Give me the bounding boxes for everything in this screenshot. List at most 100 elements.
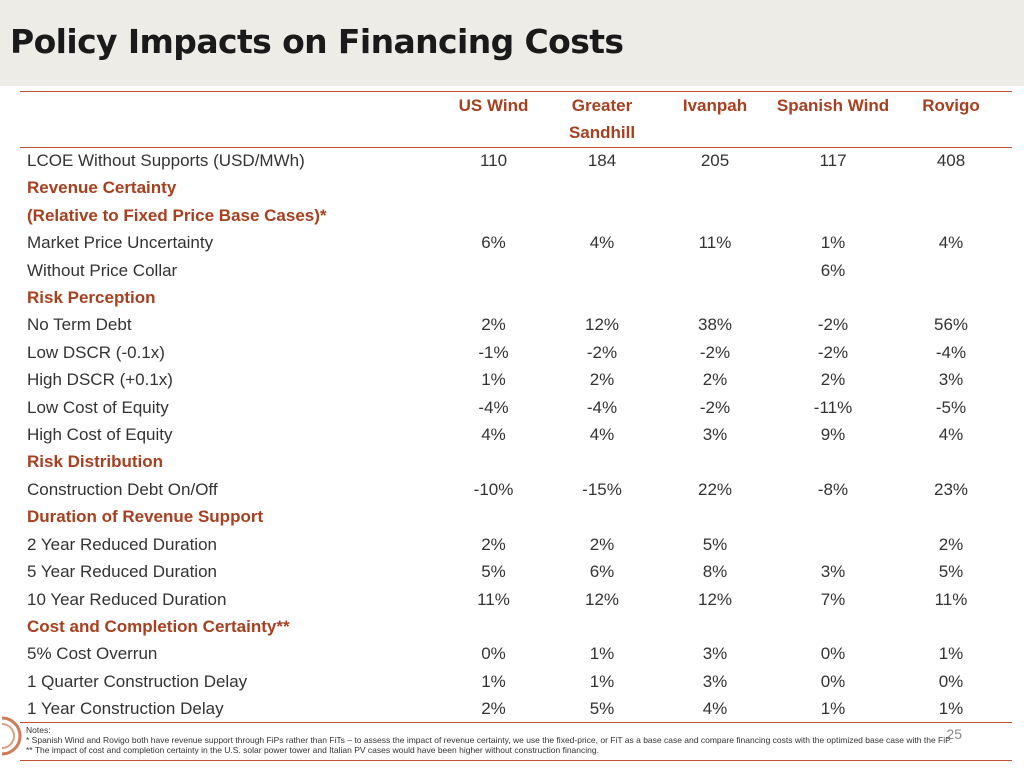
table-cell: 6% xyxy=(820,260,846,280)
table-row: Without Price Collar 6% xyxy=(20,257,1012,284)
table-cell xyxy=(654,448,776,475)
table-cell: 2% xyxy=(938,534,964,554)
table-cell: 7% xyxy=(820,589,846,609)
table-cell: -8% xyxy=(817,479,849,499)
row-label: (Relative to Fixed Price Base Cases)* xyxy=(27,205,327,225)
row-label: 10 Year Reduced Duration xyxy=(27,589,227,609)
table-cell: -1% xyxy=(478,342,509,362)
table-row: Construction Debt On/Off -10% -15% 22% -8% 23… xyxy=(20,476,1012,503)
row-label: 2 Year Reduced Duration xyxy=(27,534,217,554)
table-row: Market Price Uncertainty 6% 4% 11% 1% 4% xyxy=(20,229,1012,256)
table-cell: 3% xyxy=(702,644,728,664)
table-cell: 1% xyxy=(820,699,846,719)
logo-icon xyxy=(1,716,22,756)
table-body: LCOE Without Supports (USD/MWh) 110 184 205… xyxy=(20,147,1012,723)
table-cell: 2% xyxy=(481,315,506,335)
title-band xyxy=(0,0,1024,86)
table-cell: 5% xyxy=(938,562,964,582)
section-header-row: Revenue Certainty xyxy=(20,174,1012,201)
row-label: Cost and Completion Certainty** xyxy=(27,616,290,636)
table-cell: 2% xyxy=(589,534,615,554)
column-header: Ivanpah xyxy=(682,96,748,115)
table-row: 1 Quarter Construction Delay 1% 1% 3% 0% 0% xyxy=(20,668,1012,695)
table-cell: 117 xyxy=(819,151,847,170)
table-row: 10 Year Reduced Duration 11% 12% 12% 7% 11% xyxy=(20,586,1012,613)
table-cell: -5% xyxy=(935,397,967,417)
table-cell xyxy=(776,284,890,311)
note-line: ** The impact of cost and completion cer… xyxy=(26,745,599,755)
table-cell: 1% xyxy=(481,370,506,390)
footer-rule xyxy=(20,760,1012,761)
table-cell: 1% xyxy=(481,671,506,691)
table-cell xyxy=(550,613,654,640)
notes: Notes: * Spanish Wind and Rovigo both ha… xyxy=(26,725,976,755)
financing-costs-table: US Wind Greater Sandhill Ivanpah Spanish… xyxy=(20,92,1012,723)
table-cell: 1% xyxy=(589,671,615,691)
table-cell: 184 xyxy=(587,151,617,170)
table-cell xyxy=(550,202,654,229)
table-cell: 2% xyxy=(820,370,846,390)
row-label: 5% Cost Overrun xyxy=(27,644,158,664)
table-cell xyxy=(776,531,890,558)
table-row: Low Cost of Equity -4% -4% -2% -11% -5% xyxy=(20,394,1012,421)
table-cell xyxy=(654,613,776,640)
table-cell: 8% xyxy=(702,562,728,582)
table-cell: 4% xyxy=(589,425,615,445)
row-label: Low Cost of Equity xyxy=(27,397,169,417)
table-row: High DSCR (+0.1x) 1% 2% 2% 2% 3% xyxy=(20,366,1012,393)
table-cell: 3% xyxy=(820,562,846,582)
table-cell xyxy=(550,257,654,284)
table-cell: 12% xyxy=(697,589,733,609)
table-top-rule xyxy=(20,91,1012,92)
row-label: Construction Debt On/Off xyxy=(27,479,218,499)
table-cell xyxy=(890,174,1012,201)
row-label: Low DSCR (-0.1x) xyxy=(27,342,165,362)
table-cell: 4% xyxy=(702,699,728,719)
table-cell: 0% xyxy=(820,644,846,664)
table-cell: 2% xyxy=(702,370,728,390)
table-cell xyxy=(550,503,654,530)
row-label: High DSCR (+0.1x) xyxy=(27,370,173,390)
table-cell: 3% xyxy=(702,671,728,691)
table-cell: 5% xyxy=(481,562,506,582)
note-line: * Spanish Wind and Rovigo both have reve… xyxy=(26,735,953,745)
row-label: No Term Debt xyxy=(27,315,132,335)
table-cell: -11% xyxy=(813,397,853,417)
table-cell: 1% xyxy=(938,644,964,664)
table-row: 2 Year Reduced Duration 2% 2% 5% 2% xyxy=(20,531,1012,558)
table-cell: -15% xyxy=(582,479,622,499)
table-cell xyxy=(654,174,776,201)
row-label: Without Price Collar xyxy=(27,260,178,280)
table-cell: 23% xyxy=(933,479,969,499)
table-cell xyxy=(890,503,1012,530)
table-cell xyxy=(437,257,550,284)
table-cell: 4% xyxy=(589,233,615,253)
table-cell: 3% xyxy=(702,425,728,445)
table-cell xyxy=(550,448,654,475)
column-header: Rovigo xyxy=(922,96,980,115)
table-cell xyxy=(654,503,776,530)
table-cell: 2% xyxy=(481,534,506,554)
table-cell xyxy=(890,448,1012,475)
table-cell: -10% xyxy=(473,479,514,499)
table-header-row: US Wind Greater Sandhill Ivanpah Spanish… xyxy=(20,92,1012,147)
table-cell: -2% xyxy=(817,315,849,335)
table-cell: -2% xyxy=(699,397,731,417)
table-cell: 6% xyxy=(481,233,506,253)
table-cell: 11% xyxy=(698,233,732,253)
table-cell xyxy=(654,257,776,284)
table-cell xyxy=(890,202,1012,229)
table-cell: 5% xyxy=(702,534,728,554)
table-cell: 12% xyxy=(584,589,620,609)
table-cell: -4% xyxy=(935,342,967,362)
table-cell: 1% xyxy=(589,644,615,664)
table-cell: 6% xyxy=(589,562,615,582)
column-header: Spanish Wind xyxy=(776,96,890,115)
table-cell: 38% xyxy=(697,315,733,335)
table-row: Low DSCR (-0.1x) -1% -2% -2% -2% -4% xyxy=(20,339,1012,366)
table-cell xyxy=(776,174,890,201)
table-cell: 0% xyxy=(481,644,506,664)
row-label-header xyxy=(20,92,437,147)
table-cell: 1% xyxy=(820,233,846,253)
table-cell xyxy=(776,503,890,530)
